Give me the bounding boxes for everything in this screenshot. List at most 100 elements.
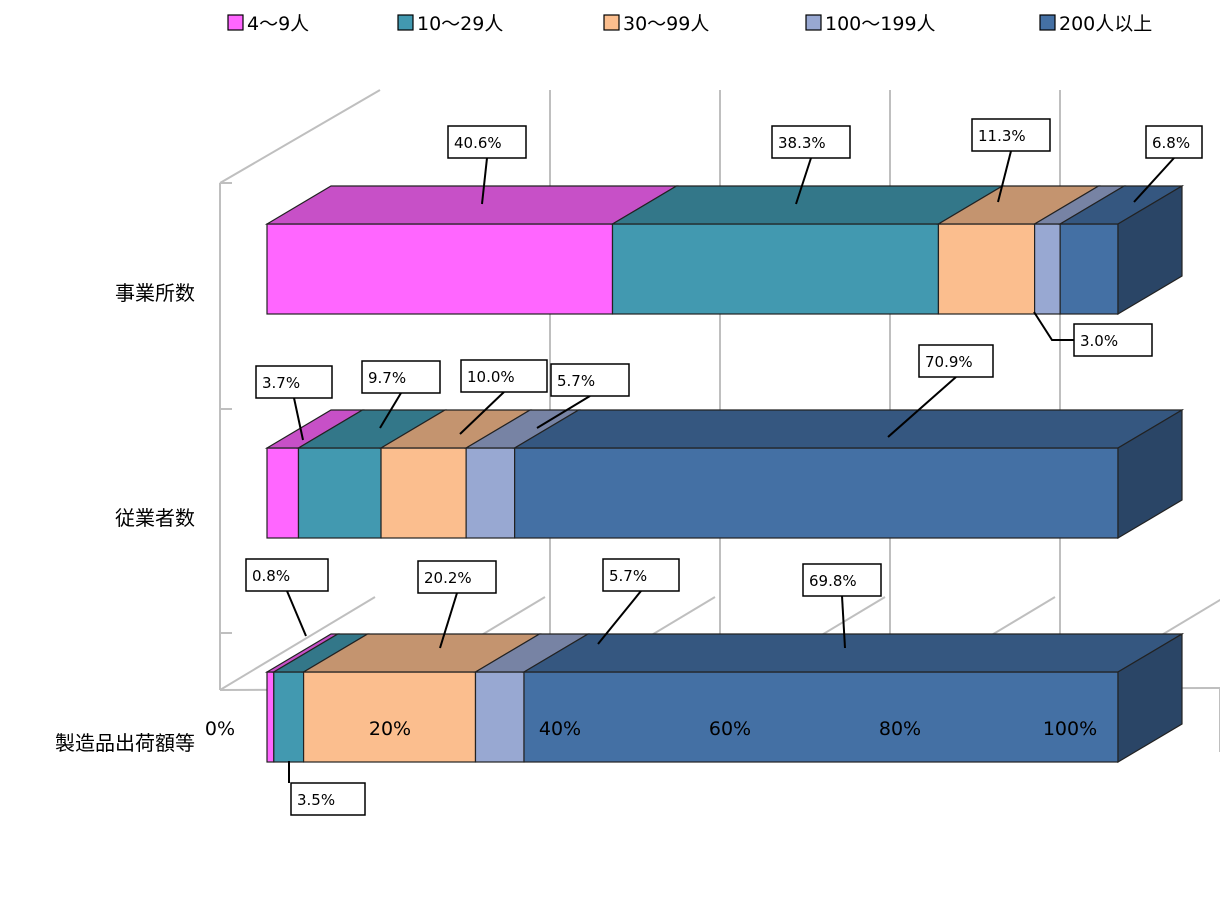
data-label-box	[550, 363, 630, 397]
data-label: 0.8%	[245, 558, 329, 637]
data-label: 5.7%	[597, 558, 680, 645]
data-label: 40.6%	[447, 125, 527, 205]
data-label-leader	[379, 392, 402, 429]
data-label: 9.7%	[361, 360, 441, 429]
gridline-helper	[730, 90, 890, 690]
data-label-text: 3.5%	[297, 791, 335, 809]
bar-front-face	[937, 223, 1036, 315]
legend-item: 10〜29人	[397, 13, 503, 35]
data-label: 38.3%	[771, 125, 851, 205]
bar-front-face	[297, 447, 382, 539]
x-tick-label: 40%	[539, 718, 581, 740]
data-label-box	[802, 563, 882, 597]
data-label-leader	[841, 595, 846, 649]
data-label-text: 40.6%	[454, 134, 502, 152]
data-label-text: 70.9%	[925, 353, 973, 371]
data-label-box	[602, 558, 680, 592]
data-label-text: 5.7%	[557, 372, 595, 390]
x-tick-label: 60%	[709, 718, 751, 740]
data-label-box	[417, 560, 497, 594]
x-tick-label: 0%	[205, 718, 235, 740]
data-label-leader	[795, 157, 812, 205]
bar-front-face	[273, 671, 305, 763]
data-label: 6.8%	[1133, 125, 1203, 203]
bar-segment	[1032, 185, 1127, 315]
x-tick-labels: 0% 20% 40% 60% 80% 100%	[205, 718, 1097, 740]
legend-item: 30〜99人	[603, 13, 709, 35]
data-label-box	[447, 125, 527, 159]
bar-side-face	[1117, 408, 1183, 540]
bar-front-face	[474, 671, 525, 763]
legend-label: 30〜99人	[623, 13, 709, 35]
data-label: 5.7%	[536, 363, 630, 429]
bar-top-face	[521, 633, 1185, 673]
bar-front-face	[514, 447, 1119, 539]
bar-segment	[473, 633, 591, 763]
data-label-box	[1073, 323, 1153, 357]
data-label-leader	[997, 150, 1012, 203]
bar-segment	[296, 409, 448, 539]
bar-front-face	[380, 447, 467, 539]
data-label: 11.3%	[971, 118, 1051, 203]
bar-segment	[936, 185, 1101, 315]
data-label-text: 9.7%	[368, 369, 406, 387]
data-label-text: 6.8%	[1152, 134, 1190, 152]
bar-segment	[521, 632, 1185, 764]
bar-segment	[512, 408, 1185, 540]
legend-swatch	[603, 14, 620, 31]
bar-front-face	[302, 671, 477, 763]
data-labels: 40.6% 38.3% 11.3% 3.0% 6.8% 3.7% 9.7% 10.0% 5.7%…	[245, 118, 1203, 816]
bars	[264, 184, 1185, 764]
data-label-leader	[459, 391, 505, 435]
bar-top-face	[610, 185, 1005, 225]
data-label-box	[971, 118, 1051, 152]
bar-front-face	[523, 671, 1119, 763]
legend-label: 4〜9人	[247, 13, 309, 35]
data-label-leader	[597, 590, 642, 645]
data-label-box	[361, 360, 441, 394]
data-label-text: 38.3%	[778, 134, 826, 152]
data-label-text: 5.7%	[609, 567, 647, 585]
bar-front-face	[611, 223, 940, 315]
legend-label: 10〜29人	[417, 13, 503, 35]
legend-item: 100〜199人	[805, 13, 936, 35]
bar-side-face	[1117, 632, 1183, 764]
bar-top-face	[512, 409, 1185, 449]
data-label-box	[245, 558, 329, 592]
gridline-helper	[1070, 90, 1220, 690]
bar-front-face	[1034, 223, 1061, 315]
legend: 4〜9人 10〜29人 30〜99人 100〜199人 200人以上	[227, 13, 1152, 35]
bar-segment	[1057, 184, 1185, 316]
data-label-text: 11.3%	[978, 127, 1026, 145]
legend-swatch	[397, 14, 414, 31]
bar-front-face	[1059, 223, 1119, 315]
bar-top-face	[264, 185, 679, 225]
legend-swatch	[227, 14, 244, 31]
bar-segment	[264, 409, 365, 539]
data-label-leader	[439, 592, 458, 649]
data-label-text: 20.2%	[424, 569, 472, 587]
data-label: 69.8%	[802, 563, 882, 649]
data-label: 3.5%	[288, 761, 366, 816]
bar-segment	[264, 185, 679, 315]
legend-swatch	[805, 14, 822, 31]
data-label-text: 3.7%	[262, 374, 300, 392]
x-tick-label: 80%	[879, 718, 921, 740]
bar-segment	[463, 409, 581, 539]
data-label-text: 69.8%	[809, 572, 857, 590]
data-label: 3.0%	[1033, 311, 1153, 357]
legend-item: 200人以上	[1039, 13, 1152, 35]
data-label: 20.2%	[417, 560, 497, 649]
data-label-text: 3.0%	[1080, 332, 1118, 350]
data-label-leader	[286, 590, 307, 637]
bar-front-face	[266, 223, 614, 315]
category-label: 事業所数	[115, 281, 195, 305]
data-label-box	[1145, 125, 1203, 159]
data-label: 10.0%	[459, 359, 548, 435]
data-label-leader	[887, 376, 957, 438]
data-label: 3.7%	[255, 365, 333, 441]
data-label-box	[460, 359, 548, 393]
data-label: 70.9%	[887, 344, 994, 438]
